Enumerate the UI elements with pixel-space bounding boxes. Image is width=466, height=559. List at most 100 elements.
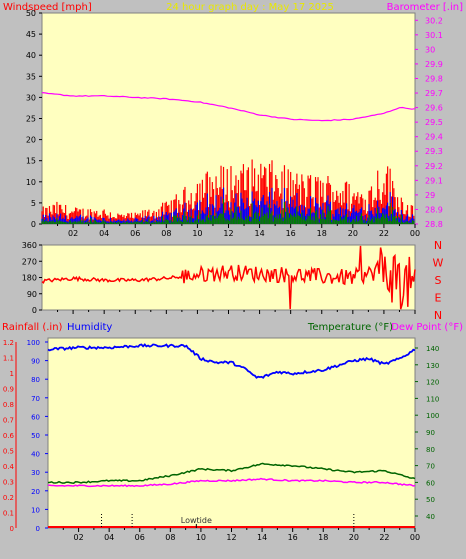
humidity-tick-label: 70	[31, 395, 40, 403]
wind-barometer-panel: 0 5 10 15 20 25 30 35 40 45 50 28.8 28.9 29 29.1 29.2 29…	[26, 9, 443, 238]
time-tick-label: 02	[68, 229, 78, 238]
time-tick-label: 22	[379, 533, 389, 542]
humidity-temperature-panel: 0 0.1 0.2 0.3 0.4 0.5 0.6 0.7 0.8 0.9 1 1.1 1.2 0 10 20…	[3, 337, 439, 542]
rainfall-axis-title: Rainfall (.in)	[2, 322, 63, 333]
temperature-tick-label: 50	[426, 496, 435, 504]
temperature-tick-label: 90	[426, 429, 435, 437]
rainfall-tick-label: 1.2	[3, 339, 14, 347]
barometer-tick-label: 29.3	[425, 147, 443, 156]
barometer-tick-label: 29.2	[425, 162, 443, 171]
windspeed-tick-label: 0	[31, 220, 36, 229]
time-tick-label: 10	[196, 533, 206, 542]
barometer-tick-label: 29.8	[425, 74, 443, 83]
humidity-tick-label: 20	[31, 488, 40, 496]
temperature-tick-label: 130	[426, 362, 439, 370]
direction-tick-label: 0	[32, 306, 37, 315]
time-tick-label: 16	[288, 533, 298, 542]
time-tick-label: 18	[317, 229, 327, 238]
time-tick-label: 14	[257, 533, 267, 542]
direction-tick-label: 90	[27, 290, 37, 299]
direction-plot-area	[41, 244, 416, 311]
barometer-tick-label: 30.2	[425, 16, 443, 25]
rainfall-tick-label: 0.8	[3, 401, 14, 409]
time-tick-label: 14	[254, 229, 264, 238]
wind-plot-area	[41, 12, 416, 225]
windspeed-tick-label: 40	[26, 51, 36, 60]
time-tick-label: 20	[348, 229, 358, 238]
climate-plot-area	[47, 337, 416, 529]
time-tick-label: 06	[130, 229, 140, 238]
rainfall-tick-label: 0.5	[3, 448, 14, 456]
windspeed-tick-label: 15	[26, 157, 36, 166]
windspeed-tick-label: 20	[26, 136, 36, 145]
rainfall-tick-label: 0.1	[3, 510, 14, 518]
barometer-tick-label: 30	[425, 45, 435, 54]
time-tick-label: 08	[165, 533, 175, 542]
rainfall-tick-label: 0.6	[3, 432, 15, 440]
compass-label: N	[434, 309, 442, 322]
temperature-tick-label: 120	[426, 379, 439, 387]
time-tick-label: 18	[318, 533, 328, 542]
time-tick-label: 10	[192, 229, 202, 238]
temperature-tick-label: 140	[426, 345, 439, 353]
time-tick-label: 12	[223, 229, 233, 238]
rainfall-tick-label: 0.7	[3, 417, 14, 425]
time-tick-label: 20	[349, 533, 359, 542]
temperature-tick-label: 100	[426, 412, 439, 420]
compass-label: S	[435, 274, 442, 287]
barometer-tick-label: 29	[425, 191, 435, 200]
time-tick-label: 02	[73, 533, 83, 542]
direction-tick-label: 270	[22, 257, 37, 266]
lowtide-annotation: Lowtide	[181, 516, 212, 525]
rainfall-tick-label: 0.9	[3, 386, 14, 394]
rainfall-tick-label: 1.1	[3, 355, 14, 363]
barometer-tick-label: 28.8	[425, 220, 443, 229]
barometer-tick-label: 29.4	[425, 133, 443, 142]
time-tick-label: 12	[226, 533, 236, 542]
barometer-tick-label: 28.9	[425, 205, 443, 214]
barometer-axis-title: Barometer [.in]	[387, 2, 463, 13]
barometer-tick-label: 30.1	[425, 31, 443, 40]
humidity-tick-label: 100	[27, 339, 40, 347]
rainfall-tick-label: 0.3	[3, 479, 14, 487]
rainfall-tick-label: 0.4	[3, 463, 15, 471]
rainfall-tick-label: 1	[10, 370, 14, 378]
windspeed-tick-label: 10	[26, 178, 36, 187]
compass-label: W	[433, 257, 444, 270]
time-tick-label: 08	[161, 229, 171, 238]
humidity-tick-label: 50	[31, 432, 40, 440]
barometer-line	[41, 92, 416, 122]
barometer-tick-label: 29.9	[425, 60, 443, 69]
time-tick-label: 00	[410, 229, 420, 238]
humidity-axis-title: Humidity	[67, 322, 112, 333]
windspeed-tick-label: 25	[26, 115, 36, 124]
time-tick-label: 00	[410, 533, 420, 542]
humidity-tick-label: 40	[31, 451, 40, 459]
compass-label: E	[435, 292, 442, 305]
time-tick-label: 04	[104, 533, 114, 542]
rainfall-tick-label: 0.2	[3, 494, 14, 502]
dewpoint-line	[47, 477, 416, 488]
windspeed-tick-label: 5	[31, 199, 36, 208]
rainfall-tick-label: 0	[10, 525, 14, 533]
direction-tick-label: 180	[22, 274, 37, 283]
humidity-tick-label: 90	[31, 358, 40, 366]
temperature-line	[47, 462, 416, 484]
windspeed-tick-label: 50	[26, 9, 36, 18]
time-tick-label: 22	[379, 229, 389, 238]
barometer-tick-label: 29.1	[425, 176, 443, 185]
humidity-tick-label: 60	[31, 413, 40, 421]
windspeed-tick-label: 30	[26, 93, 36, 102]
time-tick-label: 06	[135, 533, 145, 542]
temperature-tick-label: 80	[426, 446, 435, 454]
windspeed-tick-label: 45	[26, 30, 36, 39]
compass-label: N	[434, 239, 442, 252]
humidity-tick-label: 30	[31, 469, 40, 477]
humidity-tick-label: 10	[31, 506, 40, 514]
direction-tick-label: 360	[22, 241, 37, 250]
barometer-tick-label: 29.7	[425, 89, 443, 98]
temperature-tick-label: 60	[426, 479, 435, 487]
